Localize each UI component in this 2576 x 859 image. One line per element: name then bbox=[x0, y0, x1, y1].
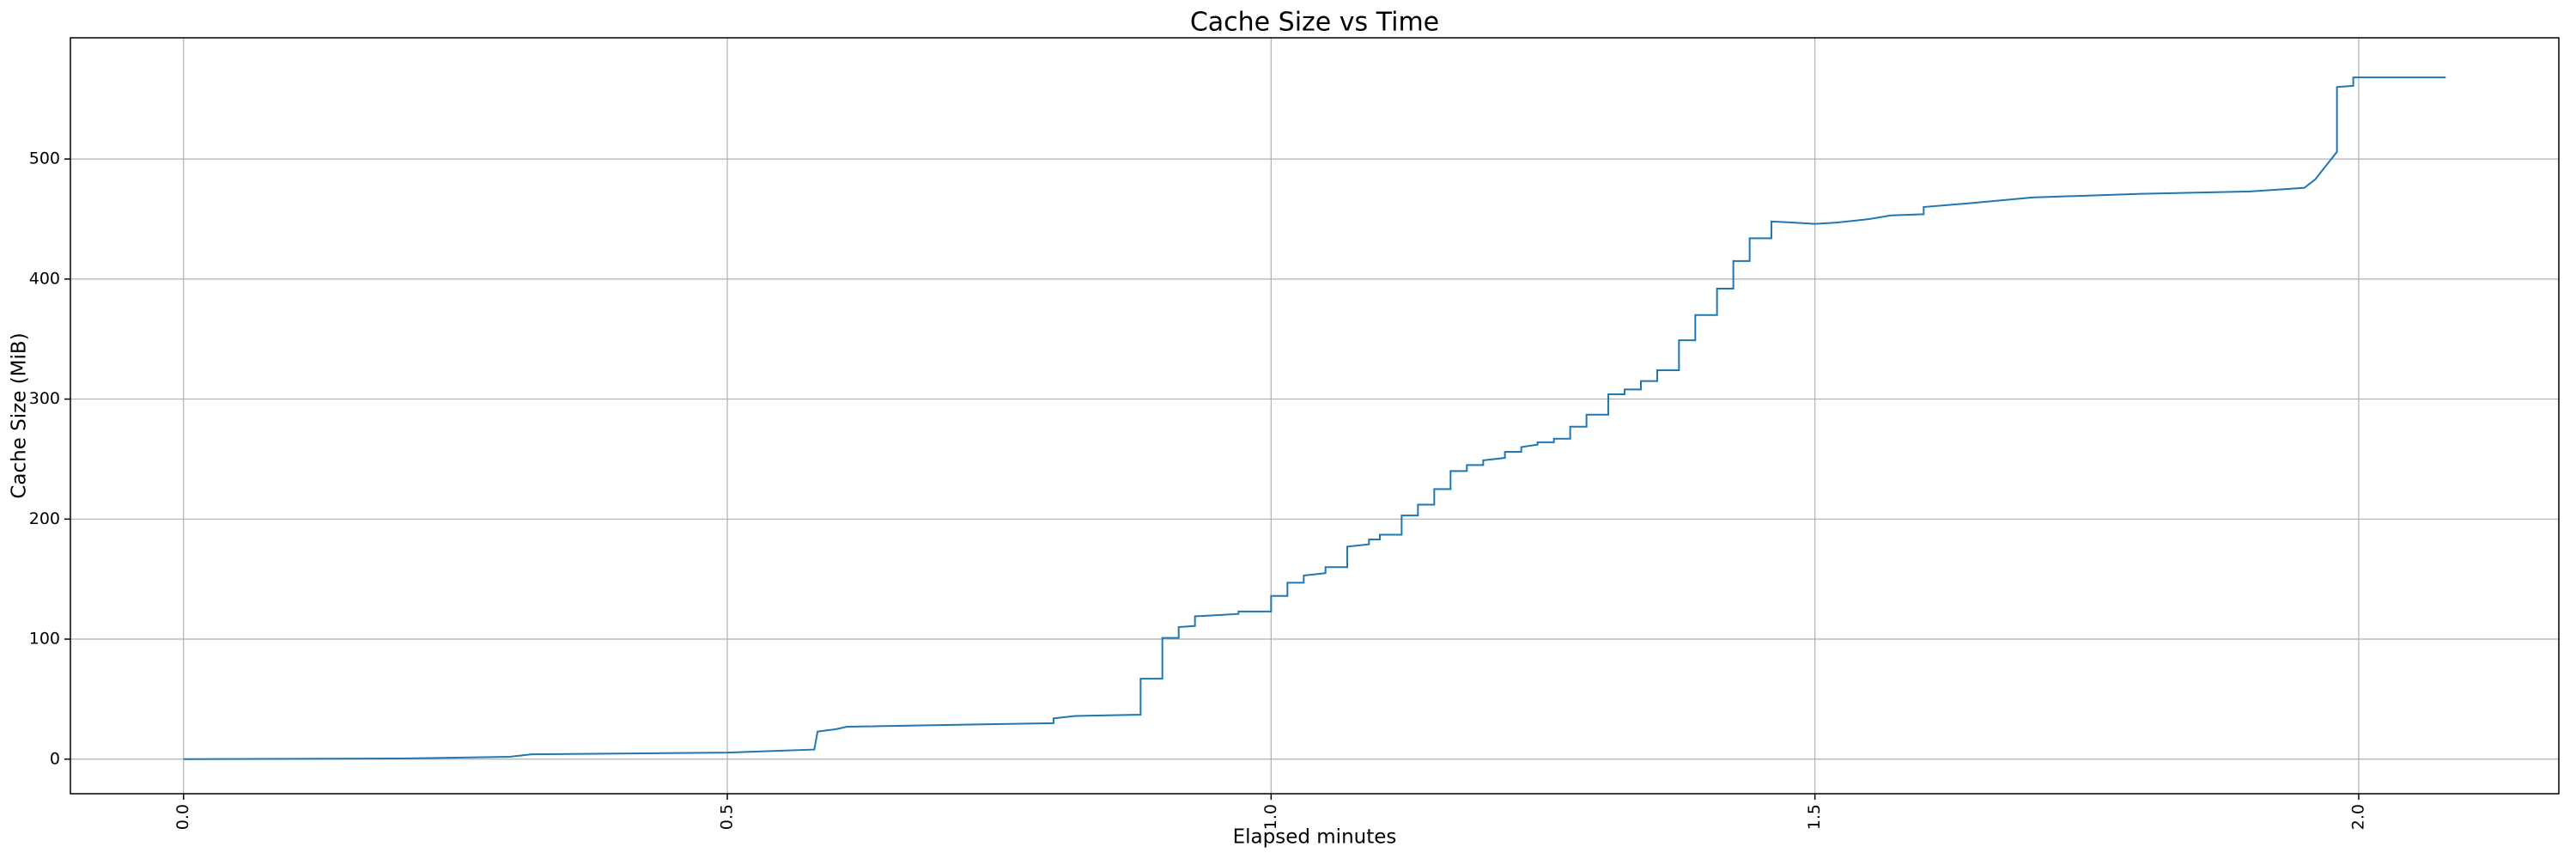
y-tick-label: 400 bbox=[29, 269, 60, 288]
y-axis-label: Cache Size (MiB) bbox=[9, 332, 31, 498]
x-tick-label: 1.0 bbox=[1261, 804, 1280, 830]
y-tick-label: 500 bbox=[29, 149, 60, 168]
plot-frame bbox=[70, 37, 2560, 795]
data-line bbox=[183, 76, 2446, 760]
chart-title: Cache Size vs Time bbox=[1190, 8, 1439, 38]
y-tick-label: 300 bbox=[29, 389, 60, 408]
x-tick-label: 1.5 bbox=[1805, 804, 1824, 830]
x-tick-label: 2.0 bbox=[2348, 804, 2367, 830]
y-tick-label: 0 bbox=[50, 749, 60, 768]
x-axis-label: Elapsed minutes bbox=[1233, 826, 1397, 849]
x-tick-label: 0.0 bbox=[173, 804, 192, 830]
y-tick-label: 100 bbox=[29, 630, 60, 649]
y-tick-label: 200 bbox=[29, 509, 60, 528]
x-tick-label: 0.5 bbox=[718, 804, 737, 830]
